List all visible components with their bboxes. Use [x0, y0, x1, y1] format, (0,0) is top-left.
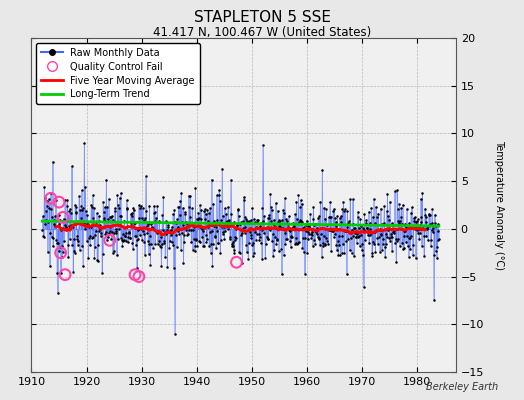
- Text: Berkeley Earth: Berkeley Earth: [425, 382, 498, 392]
- Text: STAPLETON 5 SSE: STAPLETON 5 SSE: [193, 10, 331, 25]
- Legend: Raw Monthly Data, Quality Control Fail, Five Year Moving Average, Long-Term Tren: Raw Monthly Data, Quality Control Fail, …: [36, 43, 200, 104]
- Point: [61, 272, 69, 278]
- Text: 41.417 N, 100.467 W (United States): 41.417 N, 100.467 W (United States): [153, 26, 371, 39]
- Point: [55, 199, 63, 205]
- Point: [57, 250, 65, 256]
- Point: [135, 273, 143, 280]
- Point: [131, 272, 139, 278]
- Y-axis label: Temperature Anomaly (°C): Temperature Anomaly (°C): [494, 140, 504, 270]
- Point: [59, 214, 67, 221]
- Point: [47, 195, 55, 202]
- Point: [232, 259, 241, 266]
- Point: [105, 237, 114, 244]
